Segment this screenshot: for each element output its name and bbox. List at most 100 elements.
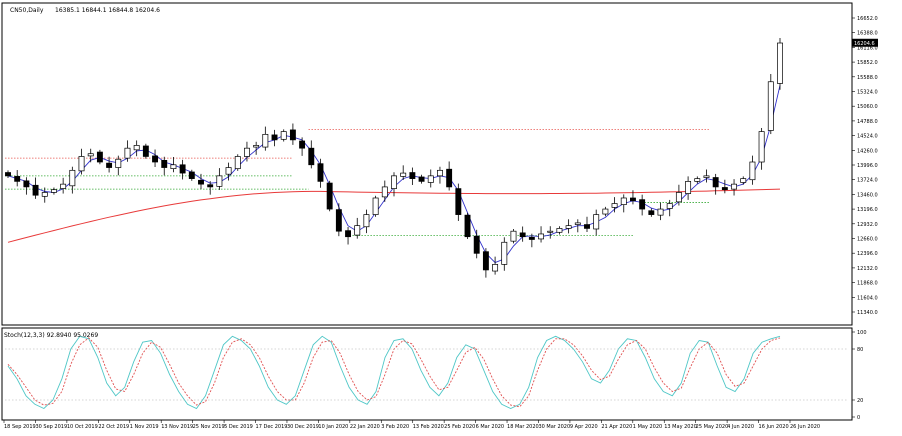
- candle[interactable]: [758, 127, 765, 170]
- candle[interactable]: [731, 179, 737, 196]
- candle[interactable]: [345, 227, 351, 245]
- candle[interactable]: [5, 170, 11, 179]
- candle[interactable]: [482, 248, 489, 278]
- candle[interactable]: [538, 226, 544, 243]
- candle[interactable]: [372, 195, 379, 217]
- candle[interactable]: [207, 181, 214, 195]
- candle[interactable]: [574, 219, 581, 233]
- candle[interactable]: [427, 169, 434, 188]
- candle[interactable]: [363, 209, 370, 234]
- candle[interactable]: [611, 197, 618, 213]
- candle[interactable]: [14, 170, 21, 187]
- candle[interactable]: [308, 140, 315, 169]
- candle[interactable]: [188, 169, 195, 181]
- candle[interactable]: [473, 229, 480, 259]
- candle[interactable]: [528, 233, 535, 248]
- y-tick-label: 12660.0: [857, 237, 878, 243]
- candle[interactable]: [23, 177, 30, 195]
- candle[interactable]: [78, 148, 85, 175]
- candle[interactable]: [234, 154, 241, 171]
- candle[interactable]: [446, 161, 453, 191]
- stoch-pane[interactable]: [1, 327, 853, 421]
- candle[interactable]: [639, 194, 646, 216]
- candle[interactable]: [547, 226, 554, 239]
- candle-body: [731, 183, 737, 190]
- candle[interactable]: [299, 137, 306, 156]
- candle[interactable]: [685, 176, 692, 200]
- candle[interactable]: [437, 166, 443, 184]
- candle[interactable]: [216, 168, 223, 190]
- candle[interactable]: [712, 173, 719, 195]
- x-tick-label: 13 May 2020: [664, 424, 697, 430]
- candle[interactable]: [60, 177, 67, 194]
- candle-body: [115, 158, 122, 168]
- candle[interactable]: [740, 176, 747, 185]
- x-tick-label: 6 Mar 2020: [476, 424, 505, 430]
- candle[interactable]: [593, 209, 600, 236]
- candle[interactable]: [280, 129, 287, 142]
- candle[interactable]: [225, 162, 232, 181]
- candle[interactable]: [115, 155, 122, 176]
- candle[interactable]: [464, 212, 471, 239]
- candle[interactable]: [381, 180, 388, 202]
- candle-body: [565, 225, 572, 229]
- candle[interactable]: [418, 174, 425, 184]
- candle-body: [611, 203, 618, 208]
- candle[interactable]: [694, 176, 701, 184]
- candle-body: [335, 209, 342, 232]
- candle[interactable]: [620, 194, 627, 213]
- candle[interactable]: [565, 219, 572, 234]
- candle[interactable]: [648, 208, 655, 217]
- candle-body: [482, 251, 489, 271]
- candle[interactable]: [142, 143, 149, 159]
- candle[interactable]: [602, 206, 609, 217]
- main-pane[interactable]: [1, 2, 853, 326]
- candle[interactable]: [675, 184, 682, 206]
- candle[interactable]: [703, 169, 710, 183]
- candle[interactable]: [767, 74, 774, 135]
- candle[interactable]: [32, 177, 39, 199]
- candle[interactable]: [584, 216, 590, 233]
- candle[interactable]: [400, 165, 407, 180]
- candle[interactable]: [96, 149, 103, 165]
- candle[interactable]: [87, 148, 94, 163]
- candle[interactable]: [335, 203, 342, 237]
- candle[interactable]: [501, 237, 508, 271]
- candle[interactable]: [161, 156, 168, 176]
- candle[interactable]: [152, 149, 158, 167]
- candle[interactable]: [409, 167, 416, 185]
- candle[interactable]: [630, 190, 636, 205]
- candle[interactable]: [124, 140, 131, 162]
- candle[interactable]: [198, 173, 204, 190]
- candle[interactable]: [253, 141, 260, 155]
- candle-body: [712, 177, 719, 188]
- candle[interactable]: [262, 126, 269, 151]
- candle[interactable]: [556, 226, 563, 235]
- candle[interactable]: [455, 183, 462, 221]
- candle[interactable]: [41, 187, 48, 203]
- candle[interactable]: [271, 129, 278, 147]
- candle[interactable]: [721, 179, 728, 194]
- candle[interactable]: [492, 256, 499, 275]
- candle[interactable]: [749, 155, 756, 185]
- candle[interactable]: [354, 217, 361, 239]
- candle[interactable]: [391, 172, 397, 197]
- candle[interactable]: [289, 123, 296, 145]
- candle[interactable]: [519, 226, 526, 242]
- candle[interactable]: [133, 140, 140, 157]
- candle[interactable]: [179, 159, 186, 180]
- candle[interactable]: [777, 38, 783, 90]
- candle[interactable]: [657, 202, 664, 221]
- candle[interactable]: [510, 228, 517, 244]
- candle[interactable]: [106, 156, 113, 173]
- candle[interactable]: [326, 180, 333, 212]
- candle[interactable]: [69, 166, 76, 194]
- stoch-main-line: [7, 335, 781, 410]
- candle[interactable]: [51, 187, 57, 195]
- candle[interactable]: [244, 141, 250, 162]
- candle[interactable]: [170, 157, 177, 173]
- candle[interactable]: [317, 158, 324, 188]
- x-tick-label: 3 Feb 2020: [381, 424, 409, 430]
- candle[interactable]: [666, 199, 673, 217]
